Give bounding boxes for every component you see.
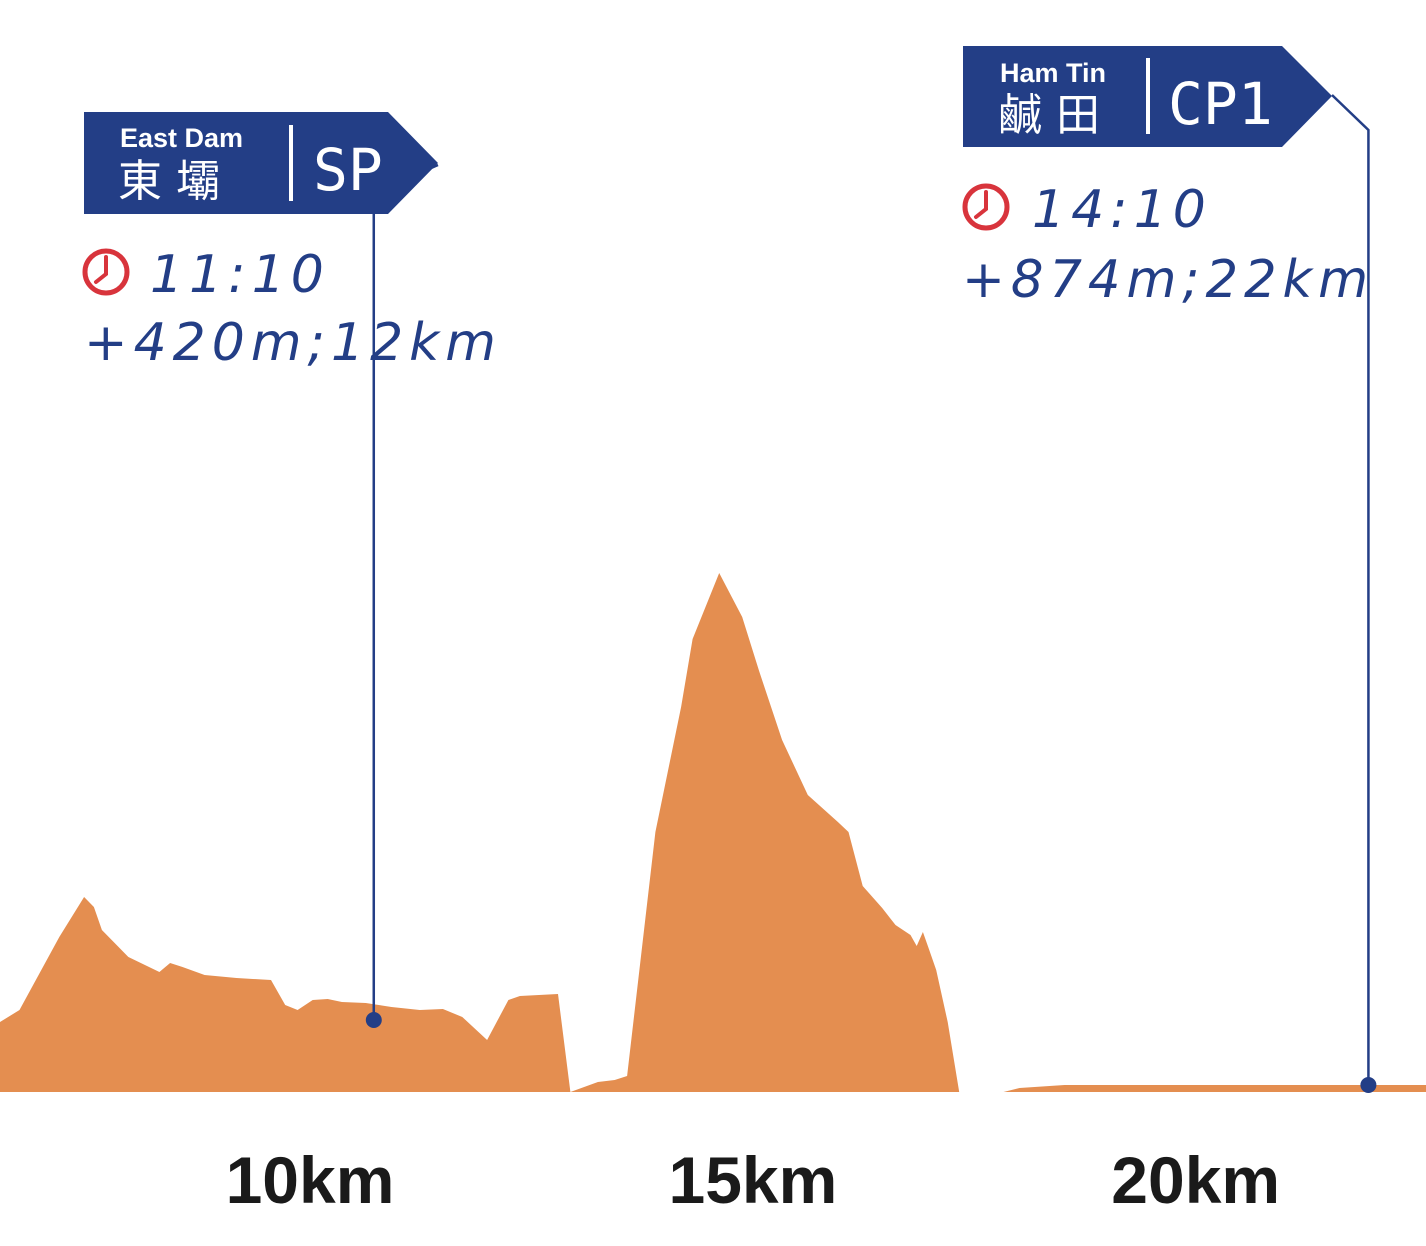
x-axis-ticks: 10km 15km 20km	[226, 1143, 1281, 1217]
checkpoint-code: SP	[313, 136, 383, 204]
x-tick-label: 15km	[668, 1143, 837, 1217]
checkpoint-zh-name: 東 壩	[118, 156, 220, 207]
banner-divider	[1146, 58, 1150, 134]
checkpoint-zh-name: 鹹 田	[998, 90, 1100, 141]
checkpoint-connector-sp	[372, 163, 439, 1020]
checkpoint-marker-cp1	[1360, 1077, 1377, 1093]
x-tick-label: 10km	[226, 1143, 395, 1217]
checkpoint-connector-cp1	[1331, 94, 1370, 1085]
checkpoint-banner-sp: East Dam 東 壩 SP	[84, 112, 438, 214]
banner-shape	[84, 112, 438, 214]
checkpoint-time: 14:10	[1032, 180, 1212, 240]
clock-icon	[962, 183, 1010, 231]
checkpoint-code: CP1	[1168, 70, 1273, 138]
banner-divider	[289, 125, 293, 201]
checkpoint-time: 11:10	[150, 245, 330, 305]
checkpoint-gain-distance: +420m;12km	[84, 313, 502, 373]
checkpoint-marker-sp	[365, 1012, 382, 1028]
elevation-area	[0, 573, 1426, 1092]
clock-icon	[82, 248, 130, 296]
checkpoint-en-name: Ham Tin	[1000, 58, 1106, 88]
checkpoint-gain-distance: +874m;22km	[962, 250, 1374, 310]
x-tick-label: 20km	[1111, 1143, 1280, 1217]
checkpoint-banner-cp1: Ham Tin 鹹 田 CP1	[963, 46, 1332, 147]
checkpoint-en-name: East Dam	[120, 123, 243, 153]
